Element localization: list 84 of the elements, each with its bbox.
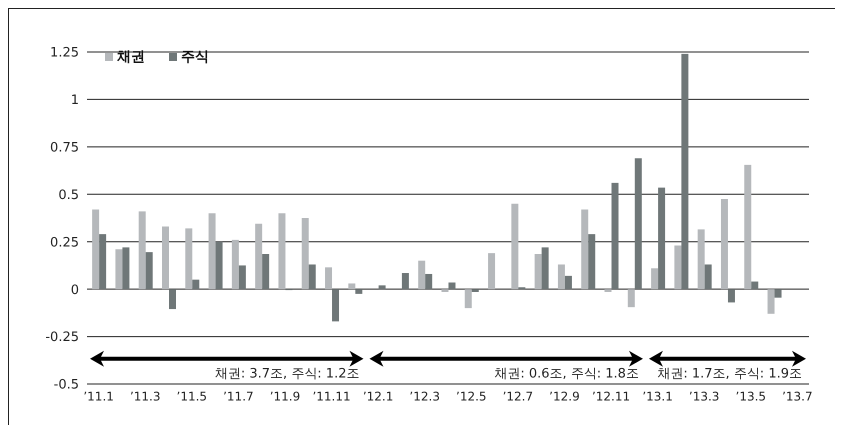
x-tick-label: ’13.1 [642, 390, 673, 404]
y-tick-label: -0.25 [45, 330, 79, 346]
bar [564, 276, 572, 290]
bar [720, 199, 728, 290]
x-tick-label: ’12.9 [549, 390, 580, 404]
bar [332, 289, 340, 322]
bar [402, 273, 409, 290]
bar [612, 182, 619, 290]
bar [278, 213, 286, 290]
bar [238, 265, 246, 290]
annotation: 채권: 1.7조, 주식: 1.9조 [657, 366, 802, 382]
bar [185, 228, 192, 290]
bar [216, 242, 223, 290]
bar [751, 282, 758, 290]
bar [355, 289, 362, 294]
bar [774, 289, 782, 298]
y-tick-label: -0.5 [54, 378, 79, 393]
bar [628, 289, 635, 308]
y-tick-label: 1.25 [50, 46, 79, 61]
bar [255, 224, 262, 290]
x-tick-label: ’11.9 [270, 390, 300, 404]
bar [464, 289, 472, 308]
x-tick-label: ’12.5 [456, 390, 487, 404]
x-tick-label: ’12.7 [502, 390, 534, 404]
bar [115, 249, 122, 290]
bar [588, 234, 596, 290]
bar [558, 264, 565, 290]
y-tick-label: 1 [70, 93, 79, 108]
x-tick-label: ’12.3 [409, 390, 440, 404]
x-tick-label: ’11.3 [130, 390, 160, 404]
bar [308, 264, 316, 290]
bar [92, 209, 100, 290]
bar [418, 260, 426, 290]
bar [768, 289, 775, 314]
bar [681, 54, 688, 290]
x-tick-label: ’12.1 [362, 390, 394, 404]
bar [728, 289, 735, 302]
bar [581, 209, 588, 290]
bar [168, 289, 176, 310]
y-tick-label: 0.25 [50, 235, 79, 250]
bar [488, 253, 496, 290]
x-tick-label: ’11.5 [176, 390, 208, 404]
x-tick-label: ’13.5 [736, 390, 766, 404]
bar [192, 280, 200, 290]
bar [138, 211, 146, 290]
legend-label: 주식 [181, 49, 209, 65]
bar [162, 226, 169, 290]
bar [208, 213, 216, 290]
bar [302, 218, 309, 290]
x-tick-label: ’13.3 [688, 390, 720, 404]
bar [604, 289, 612, 292]
bar [448, 282, 456, 290]
bar [698, 229, 705, 290]
bar [674, 246, 682, 290]
x-tick-label: ’11.11 [312, 390, 351, 404]
y-tick-label: 0 [70, 282, 79, 298]
bar [651, 268, 658, 290]
x-tick-label: ’12.11 [592, 390, 630, 404]
y-tick-label: 0.75 [50, 140, 79, 156]
annotation: 채권: 0.6조, 주식: 1.8조 [494, 366, 639, 382]
bar [262, 254, 270, 290]
bar [634, 158, 642, 290]
bar [744, 164, 752, 290]
bar [99, 234, 106, 290]
bar [534, 254, 542, 290]
bar [378, 285, 386, 290]
x-tick-label: ’11.1 [83, 390, 114, 404]
bar [232, 240, 239, 290]
bar [511, 204, 518, 290]
bar [146, 252, 153, 290]
y-tick-label: 0.5 [58, 188, 79, 203]
bar [472, 289, 479, 292]
annotation: 채권: 3.7조, 주식: 1.2조 [214, 366, 360, 382]
bar [348, 283, 356, 290]
bar [425, 274, 432, 290]
bar [441, 289, 448, 292]
x-tick-label: ’13.7 [782, 390, 813, 404]
bar [325, 267, 332, 290]
bar [658, 188, 666, 290]
bar [122, 247, 130, 290]
bar [704, 264, 712, 290]
x-tick-label: ’11.7 [223, 390, 254, 404]
bar [542, 247, 549, 290]
legend-label: 채권 [117, 49, 145, 65]
